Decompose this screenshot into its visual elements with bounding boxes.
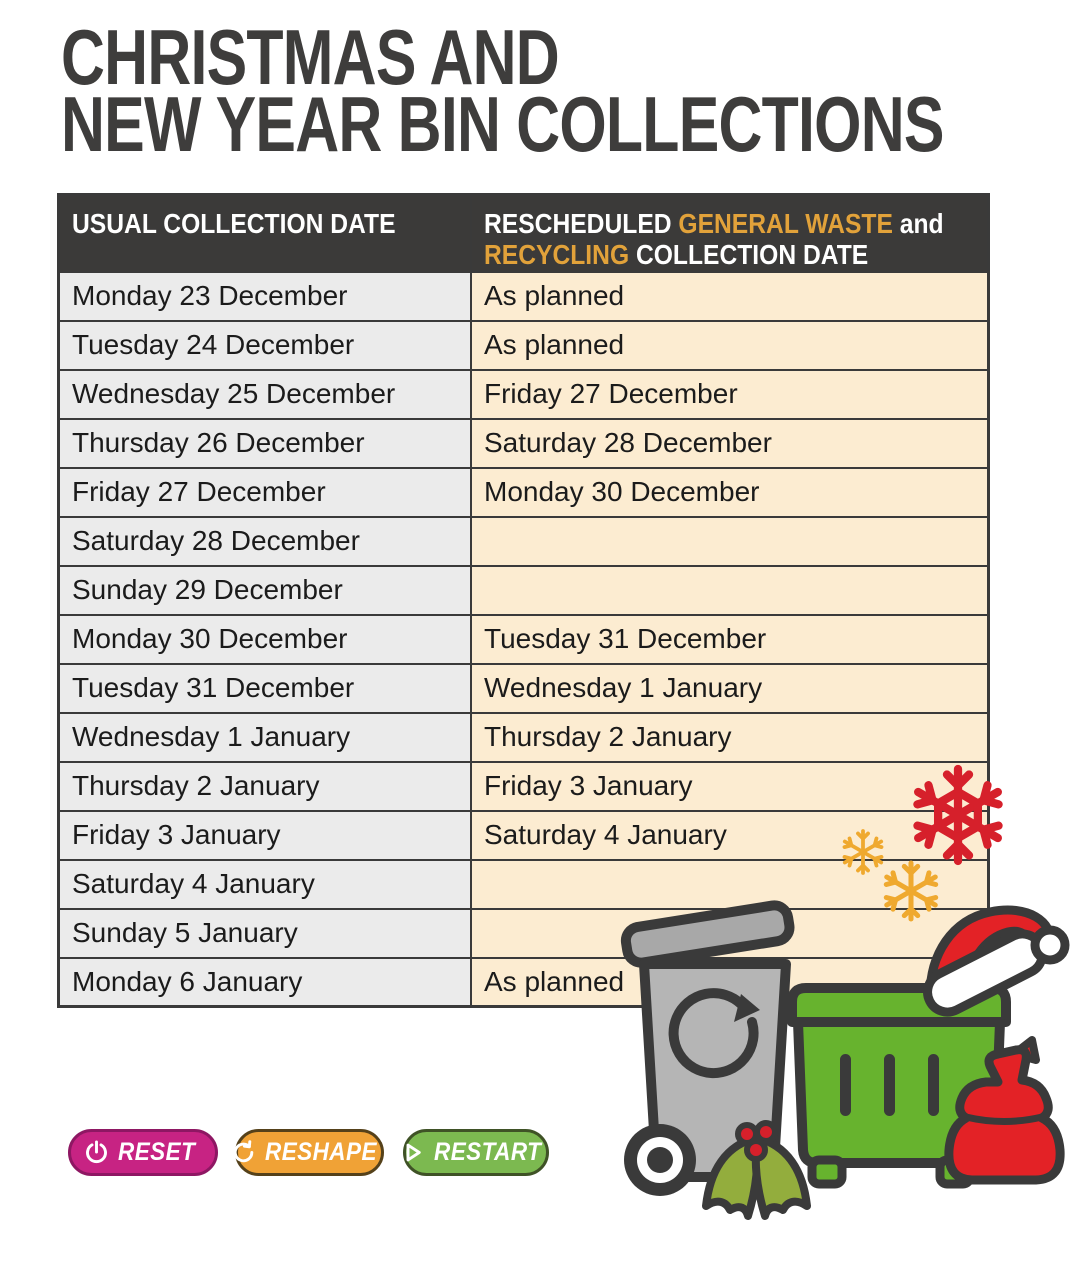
header-text-part: RESCHEDULED xyxy=(484,208,679,239)
table-row: Monday 30 December Tuesday 31 December xyxy=(57,613,990,665)
dumpster-icon xyxy=(787,983,1011,1189)
usual-date-cell: Saturday 4 January xyxy=(57,858,472,910)
collection-table-head: USUAL COLLECTION DATE RESCHEDULED GENERA… xyxy=(57,193,990,273)
collection-table-body: Monday 23 December As planned Tuesday 24… xyxy=(57,270,990,1008)
usual-date-cell: Friday 3 January xyxy=(57,809,472,861)
play-icon xyxy=(406,1143,421,1162)
table-row: Saturday 28 December xyxy=(57,515,990,567)
rescheduled-date-cell xyxy=(470,564,990,616)
rescheduled-date-cell xyxy=(470,515,990,567)
rescheduled-date-cell: Saturday 28 December xyxy=(470,417,990,469)
usual-date-cell: Thursday 26 December xyxy=(57,417,472,469)
usual-date-cell: Thursday 2 January xyxy=(57,760,472,812)
usual-date-cell: Monday 23 December xyxy=(57,270,472,322)
holly-berry xyxy=(735,1122,759,1146)
table-row: Wednesday 1 January Thursday 2 January xyxy=(57,711,990,763)
table-row: Tuesday 24 December As planned xyxy=(57,319,990,371)
dumpster-foot xyxy=(807,1155,847,1189)
usual-date-cell: Tuesday 24 December xyxy=(57,319,472,371)
header-text-part: and xyxy=(892,208,944,239)
rescheduled-date-cell: Tuesday 31 December xyxy=(470,613,990,665)
usual-date-cell: Monday 30 December xyxy=(57,613,472,665)
page-title: CHRISTMAS AND NEW YEAR BIN COLLECTIONS xyxy=(61,13,944,168)
holly-berry xyxy=(754,1120,778,1144)
table-row: Sunday 29 December xyxy=(57,564,990,616)
rescheduled-date-cell: Friday 3 January xyxy=(470,760,990,812)
rescheduled-date-cell: As planned xyxy=(470,956,990,1008)
usual-date-cell: Friday 27 December xyxy=(57,466,472,518)
table-row: Sunday 5 January xyxy=(57,907,990,959)
rescheduled-date-cell: Monday 30 December xyxy=(470,466,990,518)
usual-date-cell: Saturday 28 December xyxy=(57,515,472,567)
rescheduled-date-cell: Friday 27 December xyxy=(470,368,990,420)
dumpster-slot xyxy=(928,1054,939,1116)
dumpster-foot xyxy=(935,1155,975,1189)
table-row: Monday 23 December As planned xyxy=(57,270,990,322)
santa-sack-icon xyxy=(944,1036,1065,1185)
table-row: Thursday 26 December Saturday 28 Decembe… xyxy=(57,417,990,469)
button-label: RESET xyxy=(117,1138,195,1166)
table-row: Tuesday 31 December Wednesday 1 January xyxy=(57,662,990,714)
header-text-part: COLLECTION DATE xyxy=(629,239,869,270)
rescheduled-date-cell xyxy=(470,858,990,910)
header-text-accent: GENERAL WASTE xyxy=(678,208,893,239)
page-title-line2: NEW YEAR BIN COLLECTIONS xyxy=(61,80,944,168)
usual-date-cell: Tuesday 31 December xyxy=(57,662,472,714)
rescheduled-date-cell: Thursday 2 January xyxy=(470,711,990,763)
header-row: USUAL COLLECTION DATE RESCHEDULED GENERA… xyxy=(57,193,990,273)
rescheduled-date-cell xyxy=(470,907,990,959)
button-label: RESTART xyxy=(433,1138,542,1166)
usual-date-cell: Wednesday 25 December xyxy=(57,368,472,420)
header-text-accent: RECYCLING xyxy=(484,239,630,270)
refresh-icon xyxy=(233,1140,254,1163)
pompom xyxy=(1030,925,1070,965)
table-row: Friday 27 December Monday 30 December xyxy=(57,466,990,518)
holly-icon xyxy=(702,1120,811,1220)
table-row: Wednesday 25 December Friday 27 December xyxy=(57,368,990,420)
table-row: Thursday 2 January Friday 3 January xyxy=(57,760,990,812)
usual-date-cell: Monday 6 January xyxy=(57,956,472,1008)
usual-column-header: USUAL COLLECTION DATE xyxy=(57,193,472,273)
reshape-button[interactable]: RESHAPE xyxy=(233,1129,384,1176)
table-row: Monday 6 January As planned xyxy=(57,956,990,1008)
bin-wheel xyxy=(624,1124,696,1196)
rescheduled-column-header-text: RESCHEDULED GENERAL WASTE and RECYCLING … xyxy=(484,208,987,270)
reset-button[interactable]: RESET xyxy=(68,1129,218,1176)
dumpster-slot xyxy=(884,1054,895,1116)
rescheduled-column-header: RESCHEDULED GENERAL WASTE and RECYCLING … xyxy=(470,193,990,273)
collection-table: USUAL COLLECTION DATE RESCHEDULED GENERA… xyxy=(57,193,990,1008)
usual-date-cell: Wednesday 1 January xyxy=(57,711,472,763)
rescheduled-date-cell: As planned xyxy=(470,270,990,322)
usual-date-cell: Sunday 5 January xyxy=(57,907,472,959)
table-row: Saturday 4 January xyxy=(57,858,990,910)
usual-date-cell: Sunday 29 December xyxy=(57,564,472,616)
page-title-line1: CHRISTMAS AND xyxy=(61,13,560,101)
restart-button[interactable]: RESTART xyxy=(403,1129,549,1176)
table-row: Friday 3 January Saturday 4 January xyxy=(57,809,990,861)
button-label: RESHAPE xyxy=(264,1138,377,1166)
collection-table-wrapper: USUAL COLLECTION DATE RESCHEDULED GENERA… xyxy=(57,193,990,1008)
holly-berry xyxy=(744,1138,768,1162)
rescheduled-date-cell: Wednesday 1 January xyxy=(470,662,990,714)
dumpster-slot xyxy=(840,1054,851,1116)
power-icon xyxy=(85,1140,107,1164)
usual-column-header-text: USUAL COLLECTION DATE xyxy=(72,208,396,239)
rescheduled-date-cell: As planned xyxy=(470,319,990,371)
rescheduled-date-cell: Saturday 4 January xyxy=(470,809,990,861)
